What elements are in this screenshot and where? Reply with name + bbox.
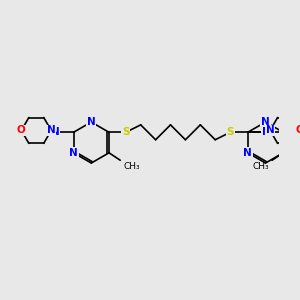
Text: S: S [122,127,130,137]
Text: N: N [69,148,78,158]
Text: N: N [243,148,252,158]
Text: N: N [261,117,270,127]
Text: N: N [87,117,96,127]
Text: O: O [17,125,26,135]
Text: N: N [47,125,56,135]
Text: N: N [266,125,274,135]
Text: CH₃: CH₃ [253,162,269,171]
Text: N: N [262,127,271,137]
Text: N: N [50,127,59,137]
Text: O: O [296,125,300,135]
Text: CH₃: CH₃ [123,162,140,171]
Text: S: S [226,127,234,137]
